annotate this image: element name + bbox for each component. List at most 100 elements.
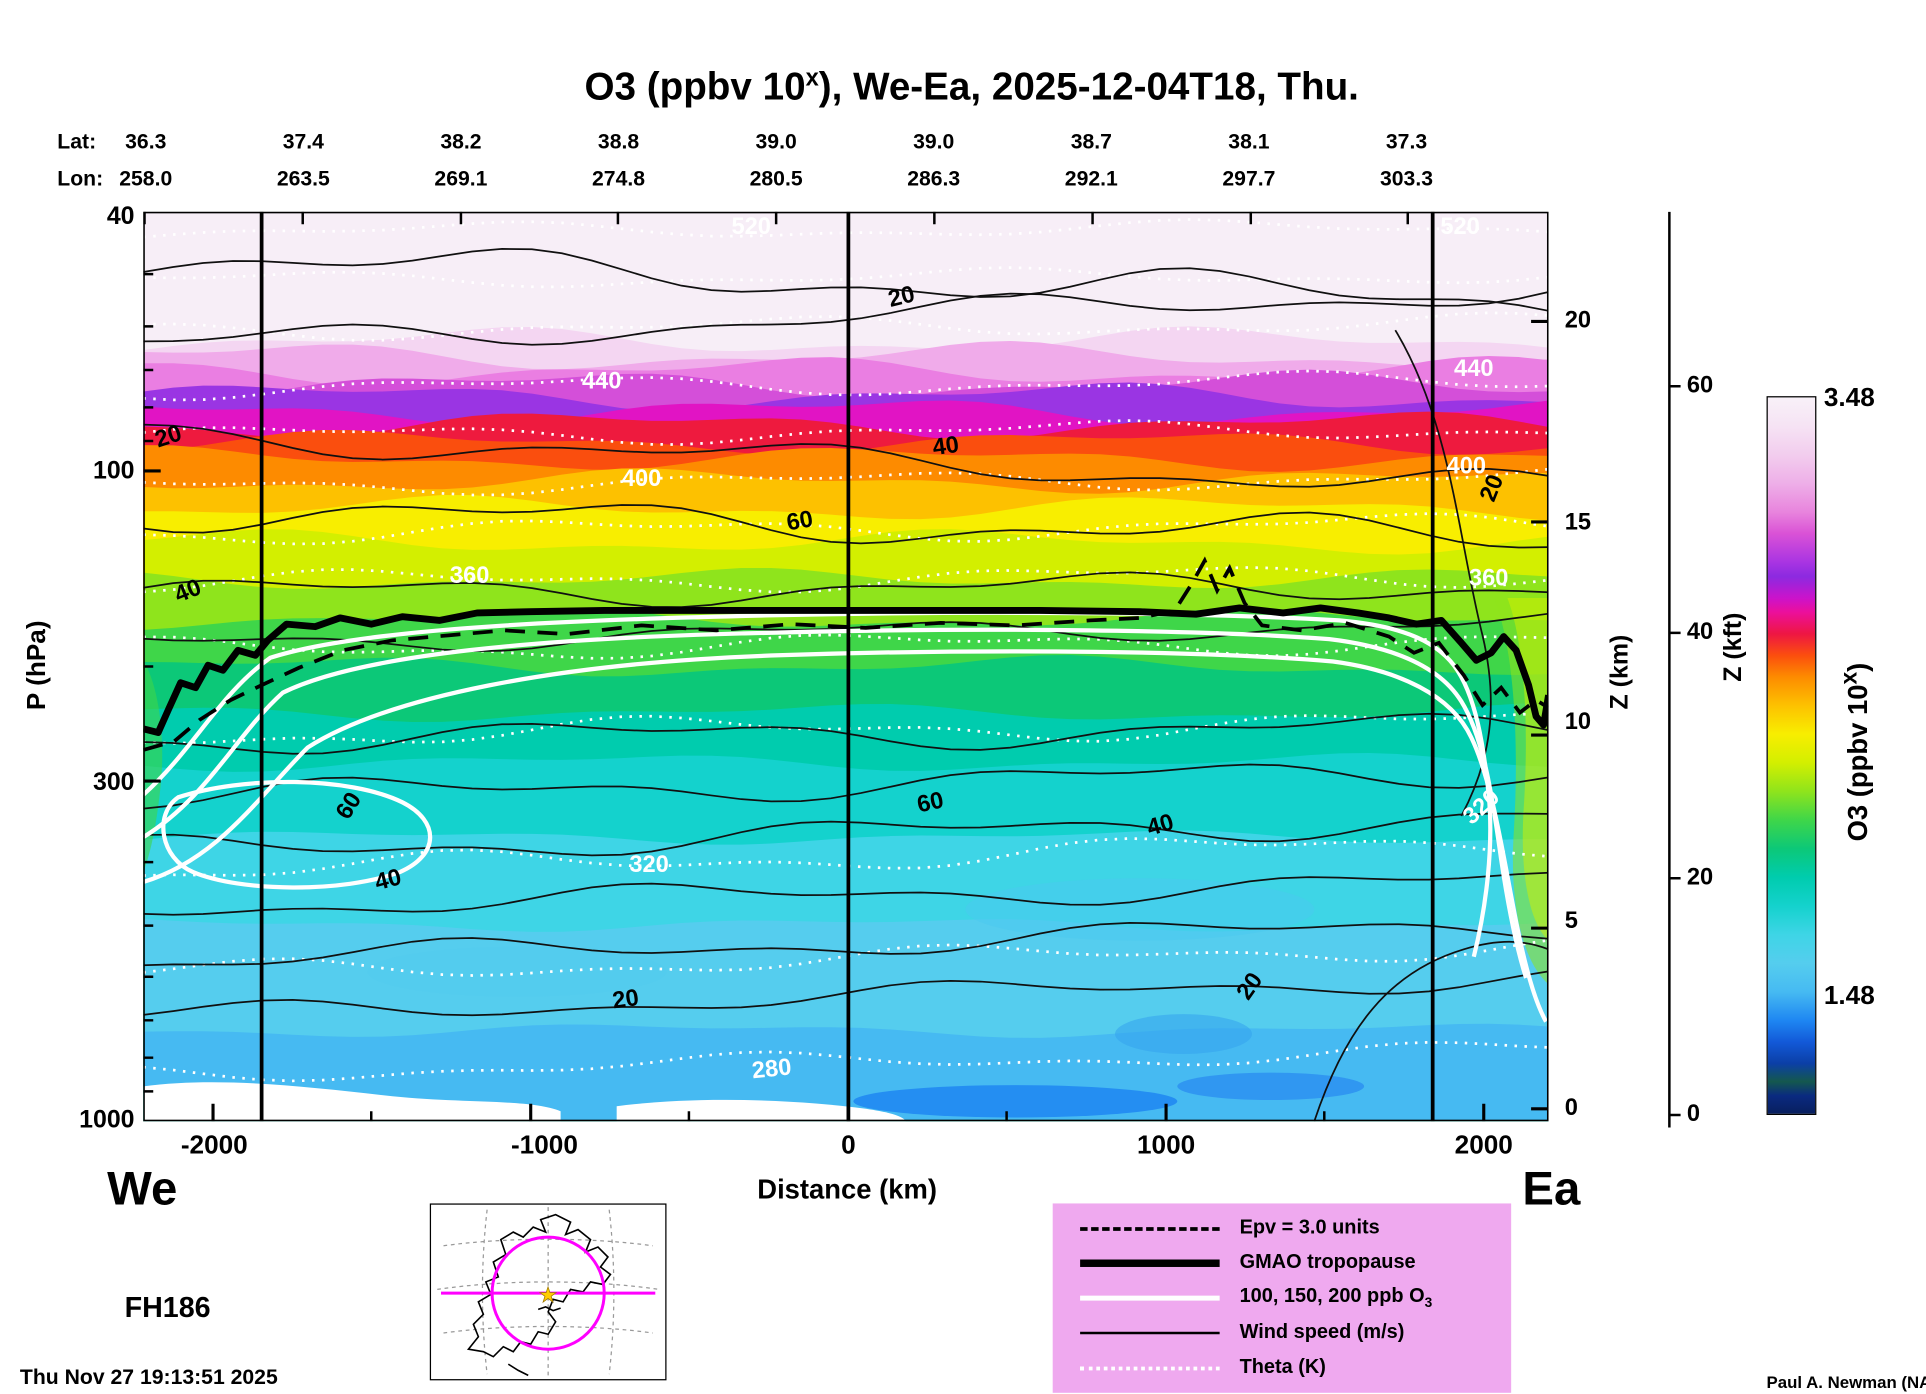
lon-value: 263.5 — [276, 166, 330, 191]
lat-values-row: 36.3 37.4 38.2 38.8 39.0 39.0 38.7 38.1 … — [107, 130, 1445, 155]
lon-axis-label: Lon: — [57, 166, 104, 191]
wind-speed-contour-line — [143, 922, 1549, 967]
pressure-tick-100: 100 — [92, 457, 135, 485]
lat-axis-label: Lat: — [57, 129, 97, 154]
legend-label: GMAO tropopause — [1239, 1252, 1416, 1274]
lat-value: 39.0 — [755, 129, 797, 154]
legend-label: Wind speed (m/s) — [1239, 1321, 1405, 1343]
lon-value: 292.1 — [1064, 166, 1118, 191]
west-end-label: We — [107, 1163, 178, 1216]
o3-contour-line-sample — [1080, 1295, 1220, 1301]
zkm-tick: 15 — [1564, 509, 1592, 536]
plot-frame — [143, 211, 1549, 1122]
zkm-tick: 0 — [1564, 1095, 1578, 1122]
theta-contour-label: 440 — [582, 369, 621, 395]
legend: Epv = 3.0 units GMAO tropopause 100, 150… — [1052, 1203, 1512, 1393]
zkft-tick: 40 — [1686, 619, 1714, 646]
pressure-tick-40: 40 — [106, 203, 135, 231]
lat-value: 38.2 — [440, 129, 482, 154]
colorbar-label-superscript: x — [1835, 671, 1862, 685]
gmao-tropopause-line — [143, 604, 1549, 736]
pressure-tick-300: 300 — [92, 768, 135, 797]
pressure-axis-label: P (hPa) — [22, 620, 52, 711]
zkm-tick: 20 — [1564, 307, 1592, 334]
lon-value: 274.8 — [592, 166, 646, 191]
zkm-axis-label: Z (km) — [1606, 634, 1634, 710]
map-inset: ★ — [429, 1203, 667, 1381]
theta-contour-label: 360 — [450, 563, 489, 589]
lat-value: 38.1 — [1228, 129, 1270, 154]
zkft-tick: 0 — [1686, 1101, 1700, 1128]
zkft-axis-label: Z (kft) — [1719, 612, 1748, 682]
waypoint-star-icon: ★ — [539, 1284, 558, 1307]
wind-contour-label: 60 — [915, 787, 946, 818]
wind-speed-contour-line — [143, 504, 1549, 549]
field-detail-patches — [143, 585, 1549, 1122]
wind-speed-contour-line — [143, 970, 1549, 1017]
lon-value: 286.3 — [907, 166, 961, 191]
lon-value: 280.5 — [749, 166, 803, 191]
theta-dotted-line-sample — [1080, 1366, 1220, 1370]
wind-speed-contour-line — [143, 763, 1549, 810]
legend-item-o3-contours: 100, 150, 200 ppb O3 — [1053, 1282, 1511, 1314]
title-suffix: ), We-Ea, 2025-12-04T18, Thu. — [818, 64, 1359, 109]
legend-label-prefix: 100, 150, 200 ppb O — [1239, 1285, 1425, 1307]
distance-axis-label: Distance (km) — [757, 1173, 938, 1205]
forecast-hour-label: FH186 — [124, 1290, 211, 1324]
zkft-tick: 20 — [1686, 864, 1714, 891]
legend-label-subscript: 3 — [1424, 1295, 1433, 1311]
theta-contour-label: 280 — [751, 1054, 793, 1084]
lat-value: 38.7 — [1070, 129, 1112, 154]
wind-speed-contour-line — [143, 712, 1549, 755]
wind-contour-label: 40 — [931, 432, 961, 461]
wind-contour-label: 20 — [886, 281, 918, 313]
map-inset-canvas: ★ — [437, 1207, 660, 1377]
theta-contour-line — [143, 711, 1549, 745]
distance-tick: -1000 — [510, 1131, 578, 1160]
lat-value: 37.4 — [282, 129, 324, 154]
wind-speed-contour-line — [143, 812, 1549, 857]
pressure-tick-1000: 1000 — [79, 1106, 135, 1134]
distance-tick: -2000 — [180, 1131, 248, 1160]
lon-value: 297.7 — [1222, 166, 1276, 191]
legend-item-wind: Wind speed (m/s) — [1053, 1317, 1511, 1349]
lon-value: 269.1 — [434, 166, 488, 191]
distance-tick: 1000 — [1136, 1131, 1196, 1160]
legend-item-tropopause: GMAO tropopause — [1053, 1247, 1511, 1279]
o3-colorbar — [1766, 396, 1817, 1115]
wind-contour-label: 60 — [785, 506, 815, 536]
theta-contour-label: 360 — [1469, 566, 1508, 592]
theta-contour-label: 440 — [1454, 356, 1493, 382]
east-end-label: Ea — [1522, 1163, 1581, 1216]
lat-value: 38.8 — [597, 129, 640, 154]
lat-value: 37.3 — [1385, 129, 1428, 154]
legend-label: 100, 150, 200 ppb O3 — [1240, 1286, 1433, 1311]
map-range-circle — [490, 1235, 606, 1351]
colorbar-label: O3 (ppbv 10x) — [1835, 615, 1874, 889]
zkft-axis — [1668, 211, 1681, 1128]
legend-label: Theta (K) — [1239, 1356, 1326, 1378]
legend-item-epv: Epv = 3.0 units — [1053, 1212, 1511, 1244]
colorbar-label-suffix: ) — [1842, 662, 1874, 672]
wind-contour-label: 20 — [611, 985, 641, 1014]
wind-speed-contour-line — [143, 291, 1549, 346]
lat-value: 36.3 — [125, 129, 167, 154]
theta-contours — [143, 218, 1549, 1083]
wind-speed-contour-line — [143, 248, 1549, 312]
distance-tick: 0 — [841, 1131, 856, 1160]
zkft-tick: 60 — [1686, 372, 1714, 399]
legend-item-theta: Theta (K) — [1053, 1352, 1511, 1384]
distance-tick: 2000 — [1454, 1131, 1513, 1160]
credit-text: Paul A. Newman (NASA — [1766, 1372, 1926, 1392]
page-title: O3 (ppbv 10x), We-Ea, 2025-12-04T18, Thu… — [143, 65, 1800, 110]
wind-speed-contour-line — [143, 423, 1549, 488]
legend-label: Epv = 3.0 units — [1239, 1217, 1380, 1239]
colorbar-label-prefix: O3 (ppbv 10 — [1842, 684, 1874, 842]
zkm-tick: 5 — [1564, 908, 1578, 935]
generation-timestamp: Thu Nov 27 19:13:51 2025 — [19, 1365, 278, 1390]
wind-contour-label: 40 — [372, 864, 404, 896]
o3-color-field — [143, 211, 1549, 1122]
epv-dashed-line-sample — [1080, 1226, 1220, 1231]
